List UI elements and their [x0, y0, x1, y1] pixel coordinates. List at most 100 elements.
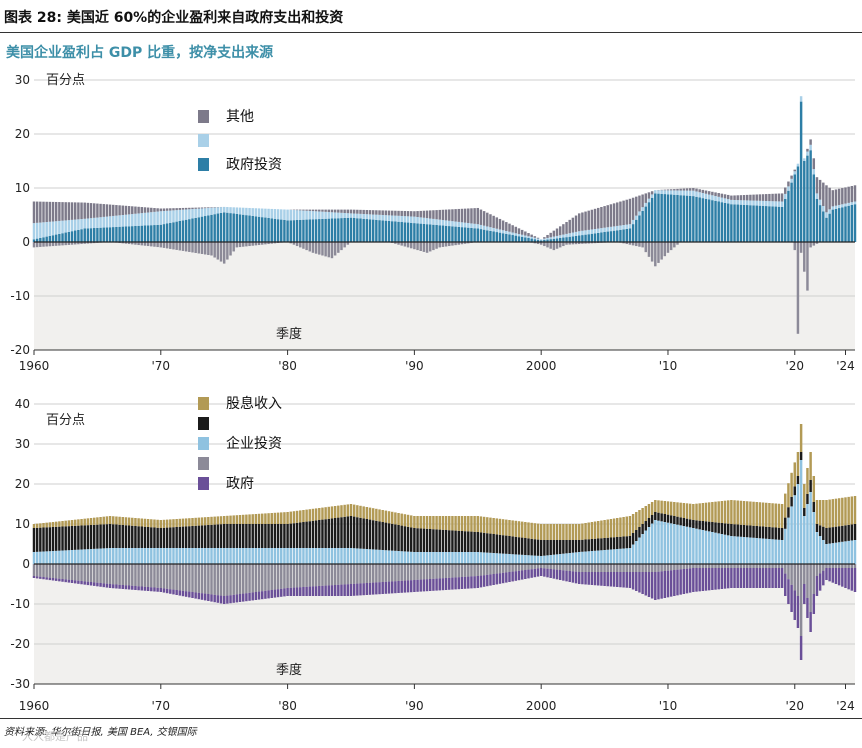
- bar-segment: [533, 242, 537, 244]
- bar-segment: [191, 218, 194, 242]
- bar-segment: [32, 528, 36, 552]
- bar-segment: [105, 583, 109, 588]
- bar-segment: [235, 524, 239, 548]
- bar-segment: [321, 519, 324, 548]
- bar-segment: [641, 207, 644, 211]
- bar-segment: [543, 568, 546, 577]
- bar-segment: [454, 242, 457, 246]
- bar-segment: [606, 537, 609, 550]
- bar-segment: [299, 564, 302, 588]
- bar-segment: [666, 501, 670, 515]
- bar-segment: [42, 564, 45, 577]
- bar-segment: [768, 568, 771, 588]
- bar-segment: [203, 525, 207, 548]
- bar-segment: [191, 207, 194, 210]
- bar-segment: [99, 217, 102, 228]
- bar-segment: [191, 592, 194, 598]
- bar-segment: [51, 578, 55, 581]
- bar-segment: [280, 209, 283, 220]
- bar-segment: [850, 540, 854, 564]
- bar-segment: [777, 564, 781, 568]
- bar-segment: [73, 580, 77, 584]
- bar-segment: [365, 507, 369, 519]
- bar-segment: [508, 520, 511, 536]
- bar-segment: [486, 533, 489, 553]
- bar-segment: [692, 188, 695, 191]
- bar-segment: [425, 564, 429, 580]
- bar-segment: [828, 187, 831, 210]
- bar-segment: [774, 201, 777, 207]
- bar-segment: [704, 568, 708, 591]
- bar-segment: [460, 208, 464, 223]
- bar-segment: [194, 525, 197, 548]
- y-tick-label: -10: [10, 597, 30, 611]
- bar-segment: [162, 588, 166, 593]
- bar-segment: [406, 564, 410, 581]
- bar-segment: [197, 592, 201, 600]
- bar-segment: [400, 551, 403, 564]
- bar-segment: [64, 242, 67, 246]
- bar-segment: [612, 230, 616, 242]
- bar-segment: [150, 564, 153, 588]
- bar-segment: [730, 536, 733, 564]
- bar-segment: [749, 525, 752, 538]
- x-tick-label: '10: [659, 699, 678, 713]
- bar-segment: [299, 210, 302, 220]
- bar-segment: [378, 521, 381, 550]
- bar-segment: [707, 521, 711, 532]
- bar-segment: [625, 224, 628, 229]
- bar-segment: [375, 210, 378, 215]
- bar-segment: [698, 189, 701, 193]
- bar-segment: [628, 224, 632, 229]
- bar-segment: [286, 548, 289, 564]
- bar-segment: [289, 242, 292, 244]
- bar-segment: [381, 215, 384, 221]
- bar-segment: [156, 519, 159, 528]
- bar-segment: [600, 550, 603, 564]
- bar-segment: [134, 242, 137, 245]
- bar-segment: [498, 564, 502, 574]
- bar-segment: [115, 516, 118, 525]
- bar-segment: [356, 517, 359, 549]
- bar-segment: [280, 548, 283, 564]
- bar-segment: [96, 217, 99, 228]
- bar-segment: [555, 540, 559, 555]
- bar-segment: [606, 549, 609, 564]
- bar-segment: [143, 564, 147, 587]
- bar-segment: [565, 564, 568, 571]
- bar-segment: [698, 529, 701, 564]
- bar-segment: [343, 217, 346, 242]
- bar-segment: [489, 227, 492, 231]
- bar-segment: [625, 536, 628, 549]
- bar-segment: [48, 564, 52, 578]
- bar-segment: [124, 548, 128, 564]
- bar-segment: [546, 524, 549, 540]
- bar-segment: [343, 242, 346, 248]
- bar-segment: [216, 524, 220, 548]
- bar-segment: [438, 516, 441, 530]
- bar-segment: [619, 572, 622, 588]
- bar-segment: [48, 577, 52, 581]
- bar-segment: [197, 207, 201, 209]
- bar-segment: [359, 213, 362, 219]
- bar-segment: [35, 551, 39, 564]
- bar-segment: [261, 208, 264, 218]
- bar-segment: [755, 200, 758, 206]
- bar-segment: [517, 570, 521, 581]
- bar-segment: [717, 564, 720, 568]
- bar-segment: [482, 225, 486, 230]
- bar-segment: [118, 564, 121, 585]
- bar-segment: [577, 235, 581, 242]
- bar-segment: [736, 195, 739, 201]
- bar-segment: [536, 568, 540, 577]
- bar-segment: [102, 524, 105, 549]
- bar-segment: [562, 234, 565, 238]
- bar-segment: [371, 582, 375, 595]
- bar-segment: [51, 235, 55, 242]
- bar-segment: [413, 528, 416, 552]
- bar-segment: [635, 215, 638, 220]
- bar-segment: [140, 242, 144, 246]
- bar-segment: [175, 210, 178, 222]
- bar-segment: [603, 227, 606, 233]
- bar-segment: [777, 201, 781, 207]
